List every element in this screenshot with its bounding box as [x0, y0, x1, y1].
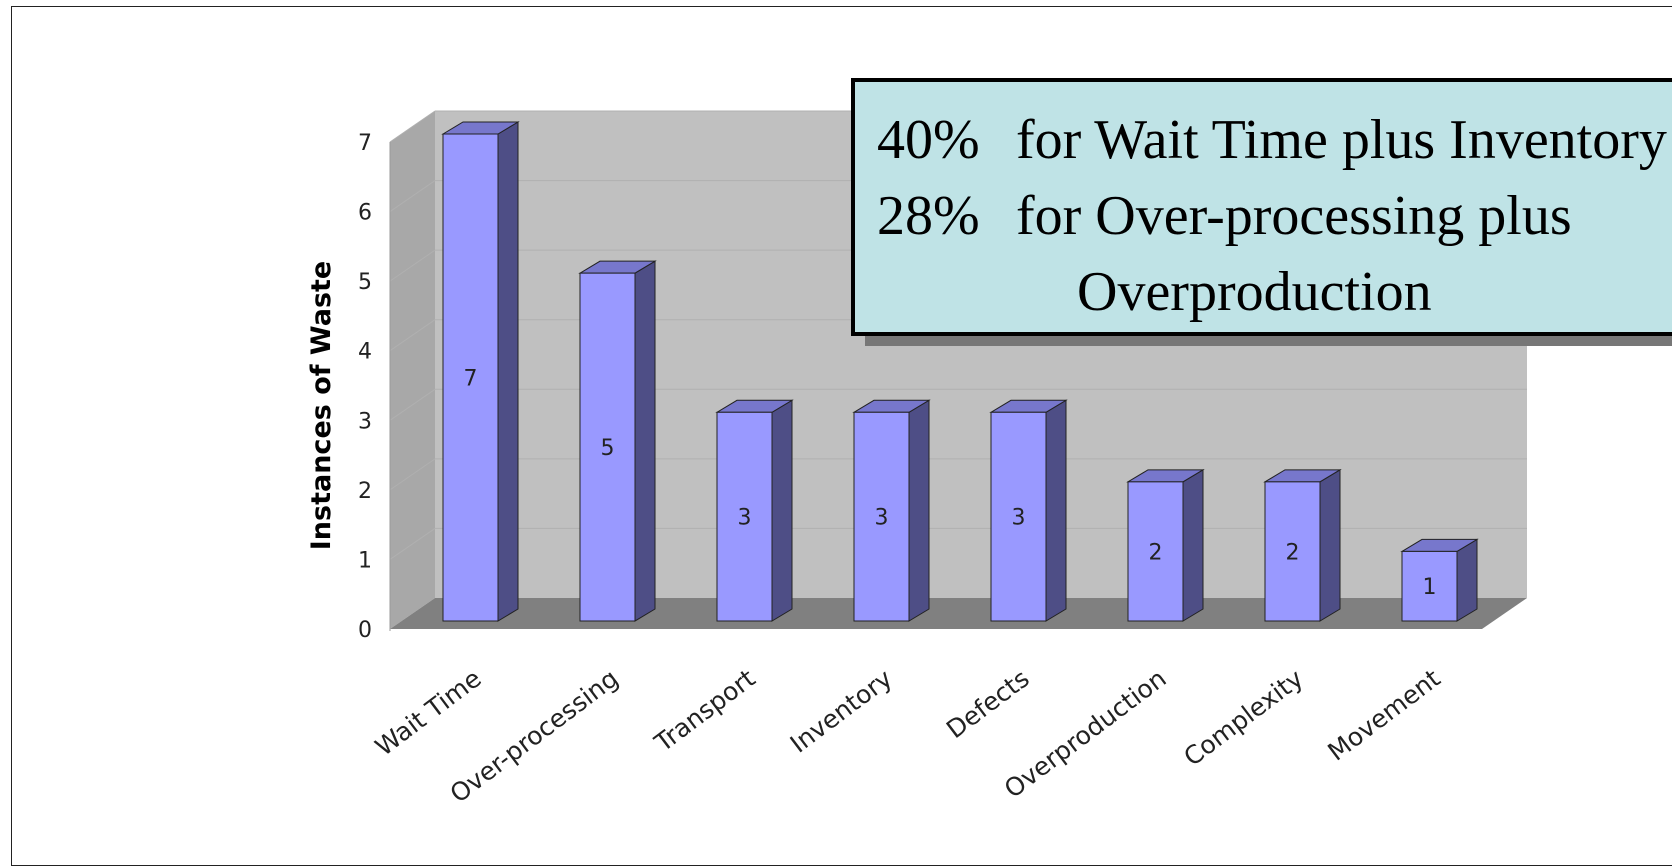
y-axis-label: Instances of Waste [306, 261, 337, 551]
callout-line-1-text: for Wait Time plus Inventory [1016, 109, 1667, 171]
y-tick-labels: 0 1 2 3 4 5 6 7 [358, 131, 372, 643]
callout-line-2-text: for Over-processing plus [1016, 185, 1572, 247]
y-tick-label: 4 [358, 340, 372, 365]
gridline [389, 319, 436, 352]
bar: 5 [578, 260, 657, 622]
bar-front [716, 411, 773, 622]
x-tick-label: Movement [1322, 664, 1445, 767]
bar: 2 [1126, 468, 1205, 622]
x-tick-label: Wait Time [370, 664, 487, 762]
callout-line-1-percent: 40% [877, 109, 980, 171]
data-label: 1 [1423, 575, 1437, 600]
gridline [389, 458, 436, 491]
gridline [389, 110, 436, 143]
bar-front [1264, 481, 1321, 622]
bar-side [1182, 468, 1204, 622]
bar-side [908, 399, 930, 622]
bar-front [442, 133, 499, 622]
gridline [389, 180, 436, 212]
callout-line-3: Overproduction [1077, 261, 1432, 323]
data-label: 5 [601, 436, 615, 461]
bar-side [634, 260, 656, 622]
bar: 3 [989, 399, 1068, 622]
callout-line-2: 28% for Over-processing plus [877, 178, 1672, 254]
data-label: 3 [738, 506, 752, 531]
gridline [389, 388, 436, 421]
y-tick-label: 1 [358, 548, 372, 573]
data-label: 7 [464, 367, 478, 392]
bar-front [1401, 550, 1458, 622]
x-tick-label: Complexity [1178, 664, 1308, 772]
bar-side [771, 399, 793, 622]
bars: 7 5 3 3 3 2 2 1 [441, 121, 1479, 622]
bar-side [497, 121, 519, 622]
bar: 3 [715, 399, 794, 622]
bar-front [853, 411, 910, 622]
callout-box: 40% for Wait Time plus Inventory 28% for… [851, 78, 1672, 336]
data-label: 2 [1286, 540, 1300, 565]
y-tick-label: 5 [358, 270, 372, 295]
callout-line-2-percent: 28% [877, 185, 980, 247]
gridline [389, 528, 436, 560]
data-label: 3 [875, 506, 889, 531]
y-tick-label: 3 [358, 409, 372, 434]
data-label: 2 [1149, 540, 1163, 565]
bar-side [1045, 399, 1067, 622]
chart-floor [390, 598, 1527, 629]
bar-side [1456, 538, 1478, 622]
bar-front [1127, 481, 1184, 622]
bar-side [1319, 468, 1341, 622]
bar: 2 [1263, 468, 1342, 622]
chart-side-wall [390, 111, 435, 629]
x-tick-label: Transport [649, 664, 761, 758]
x-tick-label: Defects [941, 664, 1035, 745]
x-tick-label: Inventory [785, 664, 898, 759]
bar: 1 [1400, 538, 1479, 622]
data-label: 3 [1012, 506, 1026, 531]
callout-line-1: 40% for Wait Time plus Inventory [877, 102, 1672, 178]
bar: 3 [852, 399, 931, 622]
bar-front [990, 411, 1047, 622]
bar-front [579, 272, 636, 622]
y-tick-label: 2 [358, 479, 372, 504]
gridline [389, 249, 436, 282]
bar: 7 [441, 121, 520, 622]
y-tick-label: 7 [358, 131, 372, 156]
y-tick-label: 6 [358, 201, 372, 226]
y-tick-label: 0 [358, 618, 372, 643]
